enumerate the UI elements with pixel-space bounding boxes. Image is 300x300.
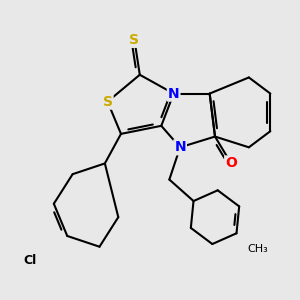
Text: S: S bbox=[129, 33, 140, 47]
Text: S: S bbox=[103, 94, 112, 109]
Text: N: N bbox=[168, 87, 179, 100]
Text: O: O bbox=[225, 156, 237, 170]
Text: CH₃: CH₃ bbox=[248, 244, 268, 254]
Text: N: N bbox=[174, 140, 186, 154]
Text: Cl: Cl bbox=[23, 254, 36, 267]
